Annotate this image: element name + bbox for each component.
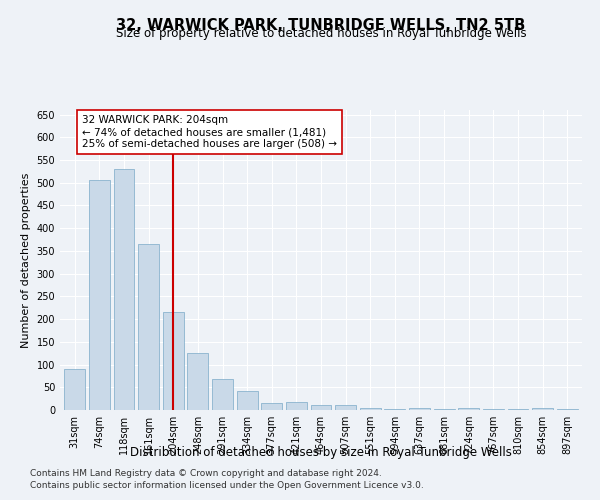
Bar xyxy=(261,403,282,410)
Bar xyxy=(187,353,208,410)
Bar xyxy=(335,406,356,410)
Bar xyxy=(138,244,159,410)
Bar xyxy=(64,369,85,410)
Bar xyxy=(532,408,553,410)
Bar xyxy=(113,169,134,410)
Y-axis label: Number of detached properties: Number of detached properties xyxy=(21,172,31,348)
Text: Size of property relative to detached houses in Royal Tunbridge Wells: Size of property relative to detached ho… xyxy=(116,28,526,40)
Bar xyxy=(360,408,381,410)
Bar xyxy=(311,406,331,410)
Text: Contains HM Land Registry data © Crown copyright and database right 2024.: Contains HM Land Registry data © Crown c… xyxy=(30,468,382,477)
Bar xyxy=(212,379,233,410)
Bar xyxy=(385,408,406,410)
Text: 32 WARWICK PARK: 204sqm
← 74% of detached houses are smaller (1,481)
25% of semi: 32 WARWICK PARK: 204sqm ← 74% of detache… xyxy=(82,116,337,148)
Bar xyxy=(409,408,430,410)
Bar xyxy=(557,409,578,410)
Bar xyxy=(483,409,504,410)
Bar xyxy=(458,408,479,410)
Text: 32, WARWICK PARK, TUNBRIDGE WELLS, TN2 5TB: 32, WARWICK PARK, TUNBRIDGE WELLS, TN2 5… xyxy=(116,18,526,32)
Bar xyxy=(236,391,257,410)
Bar xyxy=(508,409,529,410)
Text: Distribution of detached houses by size in Royal Tunbridge Wells: Distribution of detached houses by size … xyxy=(130,446,512,459)
Bar xyxy=(434,409,455,410)
Bar xyxy=(286,402,307,410)
Text: Contains public sector information licensed under the Open Government Licence v3: Contains public sector information licen… xyxy=(30,481,424,490)
Bar xyxy=(89,180,110,410)
Bar xyxy=(163,312,184,410)
